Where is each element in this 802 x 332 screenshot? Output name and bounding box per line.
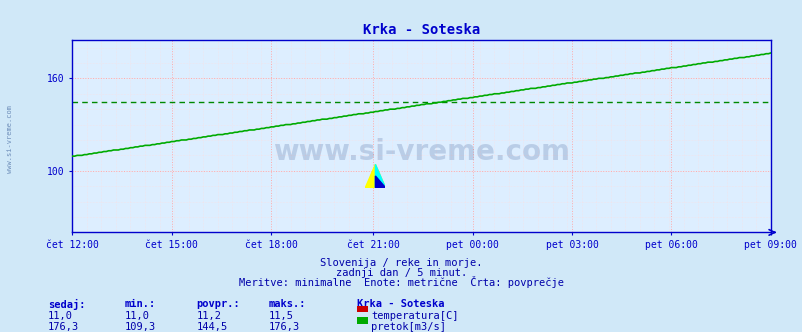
Polygon shape bbox=[365, 164, 385, 188]
Text: 144,5: 144,5 bbox=[196, 322, 228, 332]
Text: 176,3: 176,3 bbox=[48, 322, 79, 332]
Text: 11,0: 11,0 bbox=[124, 311, 149, 321]
Text: povpr.:: povpr.: bbox=[196, 299, 240, 309]
Text: sedaj:: sedaj: bbox=[48, 299, 86, 310]
Text: 109,3: 109,3 bbox=[124, 322, 156, 332]
Text: zadnji dan / 5 minut.: zadnji dan / 5 minut. bbox=[335, 268, 467, 278]
Text: maks.:: maks.: bbox=[269, 299, 306, 309]
Text: min.:: min.: bbox=[124, 299, 156, 309]
Text: www.si-vreme.com: www.si-vreme.com bbox=[7, 106, 14, 173]
Text: Slovenija / reke in morje.: Slovenija / reke in morje. bbox=[320, 258, 482, 268]
Text: 11,0: 11,0 bbox=[48, 311, 73, 321]
Text: temperatura[C]: temperatura[C] bbox=[371, 311, 458, 321]
Text: 176,3: 176,3 bbox=[269, 322, 300, 332]
Text: Krka - Soteska: Krka - Soteska bbox=[357, 299, 444, 309]
Polygon shape bbox=[375, 164, 385, 188]
Title: Krka - Soteska: Krka - Soteska bbox=[363, 23, 480, 37]
Text: Meritve: minimalne  Enote: metrične  Črta: povprečje: Meritve: minimalne Enote: metrične Črta:… bbox=[239, 276, 563, 288]
Text: pretok[m3/s]: pretok[m3/s] bbox=[371, 322, 445, 332]
Text: 11,2: 11,2 bbox=[196, 311, 221, 321]
Text: www.si-vreme.com: www.si-vreme.com bbox=[273, 137, 569, 166]
Text: 11,5: 11,5 bbox=[269, 311, 294, 321]
Polygon shape bbox=[375, 176, 385, 188]
